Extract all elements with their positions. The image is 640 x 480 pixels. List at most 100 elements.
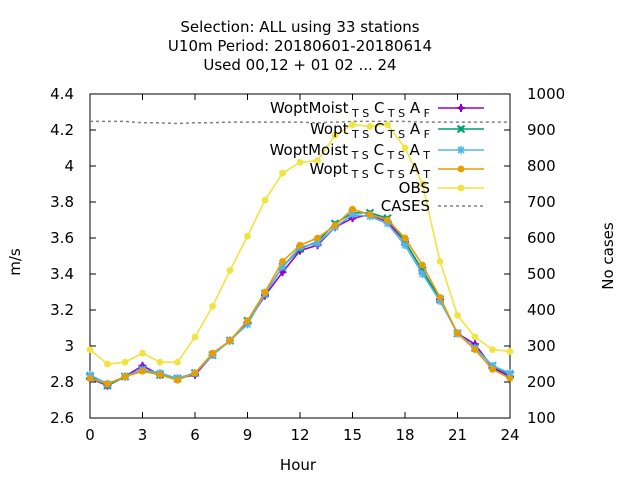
circle-marker [331,132,339,139]
legend-text-part: T [420,149,430,162]
legend-text-part: T [420,168,430,181]
legend-text-part: Wopt [310,160,349,178]
y-tick-label: 2.8 [50,373,74,391]
y2-tick-label: 900 [527,121,556,139]
circle-marker [191,333,199,341]
circle-marker [314,157,321,165]
series-cases-5 [90,120,510,125]
circle-marker [261,196,269,204]
circle-marker [471,333,479,341]
circle-marker [471,346,479,353]
circle-marker [457,184,465,192]
circle-marker [401,144,409,152]
circle-marker [209,303,216,310]
series-line [89,212,511,387]
circle-marker [457,165,465,173]
circle-marker [226,267,234,274]
circle-marker [384,121,391,128]
circle-marker [506,375,514,382]
circle-marker [384,216,391,224]
legend-text-part: C [369,120,384,138]
legend-label: WoptMoist T S C T S A T [270,141,431,162]
title-line-2: U10m Period: 20180601-20180614 [168,37,432,55]
y-tick-label: 3.6 [50,229,74,247]
legend-text-part: OBS [399,179,430,197]
legend-text-part: T S [384,168,405,181]
legend-text-part: CASES [381,197,430,215]
circle-marker [436,258,444,265]
y2-tick-label: 300 [527,337,556,355]
legend-entry: WoptMoist T S C T S A T [270,141,484,162]
x-tick-label: 15 [343,426,362,444]
circle-marker [401,234,409,242]
legend-text-part: T S [348,168,369,181]
series-obs-4 [86,121,514,368]
series-line [89,213,511,387]
circle-marker [226,337,234,344]
circle-marker [349,121,356,128]
x-tick-label: 18 [395,426,414,444]
circle-marker [279,258,286,265]
circle-marker [244,317,251,325]
y-tick-label: 2.6 [50,409,74,427]
plus-marker [458,105,464,111]
y-tick-label: 4.4 [50,85,74,103]
y-axis-label: m/s [6,248,24,276]
circle-marker [454,330,461,337]
circle-marker [436,294,444,301]
y2-tick-label: 800 [527,157,556,175]
circle-marker [314,234,321,242]
x-axis-label: Hour [280,456,317,474]
legend-text-part: C [369,160,384,178]
circle-marker [156,371,164,379]
legend-label: OBS [399,179,430,197]
star-marker [348,211,357,219]
circle-marker [331,222,339,229]
y-tick-label: 3.4 [50,265,74,283]
series-woptmoist-2 [86,210,514,388]
legend-text-part: A [405,99,421,117]
legend-text-part: T S [384,149,405,162]
y-tick-label: 3 [64,337,74,355]
y2-tick-label: 600 [527,229,556,247]
series-line [90,120,510,125]
legend-label: Wopt T S C T S A T [310,160,431,181]
circle-marker [489,346,496,353]
x-tick-label: 12 [290,426,309,444]
circle-marker [261,288,269,296]
x-tick-label: 9 [243,426,253,444]
star-marker [506,369,514,377]
circle-marker [506,348,514,355]
legend-text-part: WoptMoist [270,141,349,159]
legend-text-part: Wopt [310,120,349,138]
circle-marker [419,180,426,188]
series-line [89,208,511,385]
legend-entry: OBS [399,179,484,197]
y-tick-label: 3.2 [50,301,74,319]
circle-marker [174,358,181,366]
circle-marker [209,349,216,357]
y2-tick-label: 1000 [527,85,565,103]
circle-marker [139,367,146,375]
circle-marker [139,349,146,357]
title-line-1: Selection: ALL using 33 stations [180,18,419,36]
legend-label: CASES [381,197,430,215]
circle-marker [121,358,129,366]
circle-marker [366,123,374,130]
star-marker [278,263,287,271]
circle-marker [349,205,356,213]
legend-entry: WoptMoist T S C T S A F [270,99,484,120]
y2-axis-label: No cases [599,222,617,290]
legend-text-part: T S [384,107,405,120]
legend-text-part: WoptMoist [270,99,349,117]
legend-label: Wopt T S C T S A F [310,120,430,141]
legend-text-part: T S [348,128,369,141]
circle-marker [366,211,374,219]
star-marker [457,146,465,154]
x-tick-label: 3 [138,426,148,444]
circle-marker [86,375,94,382]
y-tick-label: 4 [64,157,74,175]
legend-label: WoptMoist T S C T S A F [270,99,430,120]
star-marker [418,270,427,278]
y2-tick-label: 400 [527,301,556,319]
